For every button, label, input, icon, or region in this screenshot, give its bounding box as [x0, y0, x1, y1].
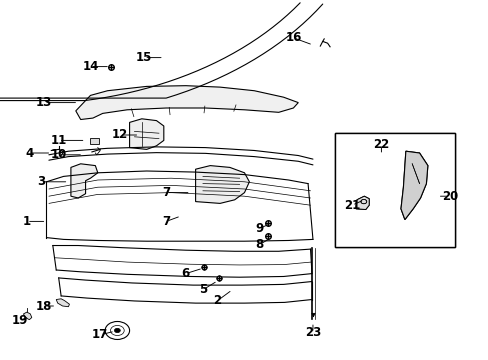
- Polygon shape: [355, 196, 368, 210]
- Text: 10: 10: [50, 148, 67, 161]
- Text: 8: 8: [255, 238, 263, 251]
- Text: 4: 4: [25, 147, 33, 159]
- Text: 16: 16: [285, 31, 301, 44]
- Circle shape: [114, 328, 120, 333]
- Polygon shape: [23, 312, 32, 320]
- Polygon shape: [195, 166, 249, 203]
- Bar: [90, 138, 99, 144]
- Polygon shape: [400, 151, 427, 220]
- Bar: [334, 133, 454, 247]
- Text: 15: 15: [136, 51, 152, 64]
- Polygon shape: [76, 86, 298, 120]
- Text: 6: 6: [182, 267, 189, 280]
- Text: 23: 23: [304, 327, 321, 339]
- Text: 21: 21: [343, 199, 360, 212]
- Text: 2: 2: [213, 294, 221, 307]
- Polygon shape: [400, 151, 427, 220]
- Text: 22: 22: [372, 138, 389, 150]
- Text: 17: 17: [92, 328, 108, 341]
- Bar: [334, 133, 454, 247]
- Text: 7: 7: [162, 215, 170, 228]
- Text: 3: 3: [38, 175, 45, 188]
- Text: 20: 20: [441, 190, 457, 203]
- Polygon shape: [129, 119, 163, 149]
- Text: 18: 18: [36, 300, 52, 312]
- Text: 1: 1: [23, 215, 31, 228]
- Text: 5: 5: [199, 283, 206, 296]
- Polygon shape: [56, 299, 69, 307]
- Text: 12: 12: [111, 129, 128, 141]
- Text: 7: 7: [162, 186, 170, 199]
- Text: 9: 9: [255, 222, 263, 235]
- Polygon shape: [355, 196, 368, 210]
- Text: 19: 19: [11, 314, 28, 327]
- Text: 13: 13: [36, 96, 52, 109]
- Text: 11: 11: [50, 134, 67, 147]
- Text: 14: 14: [82, 60, 99, 73]
- Polygon shape: [71, 164, 98, 198]
